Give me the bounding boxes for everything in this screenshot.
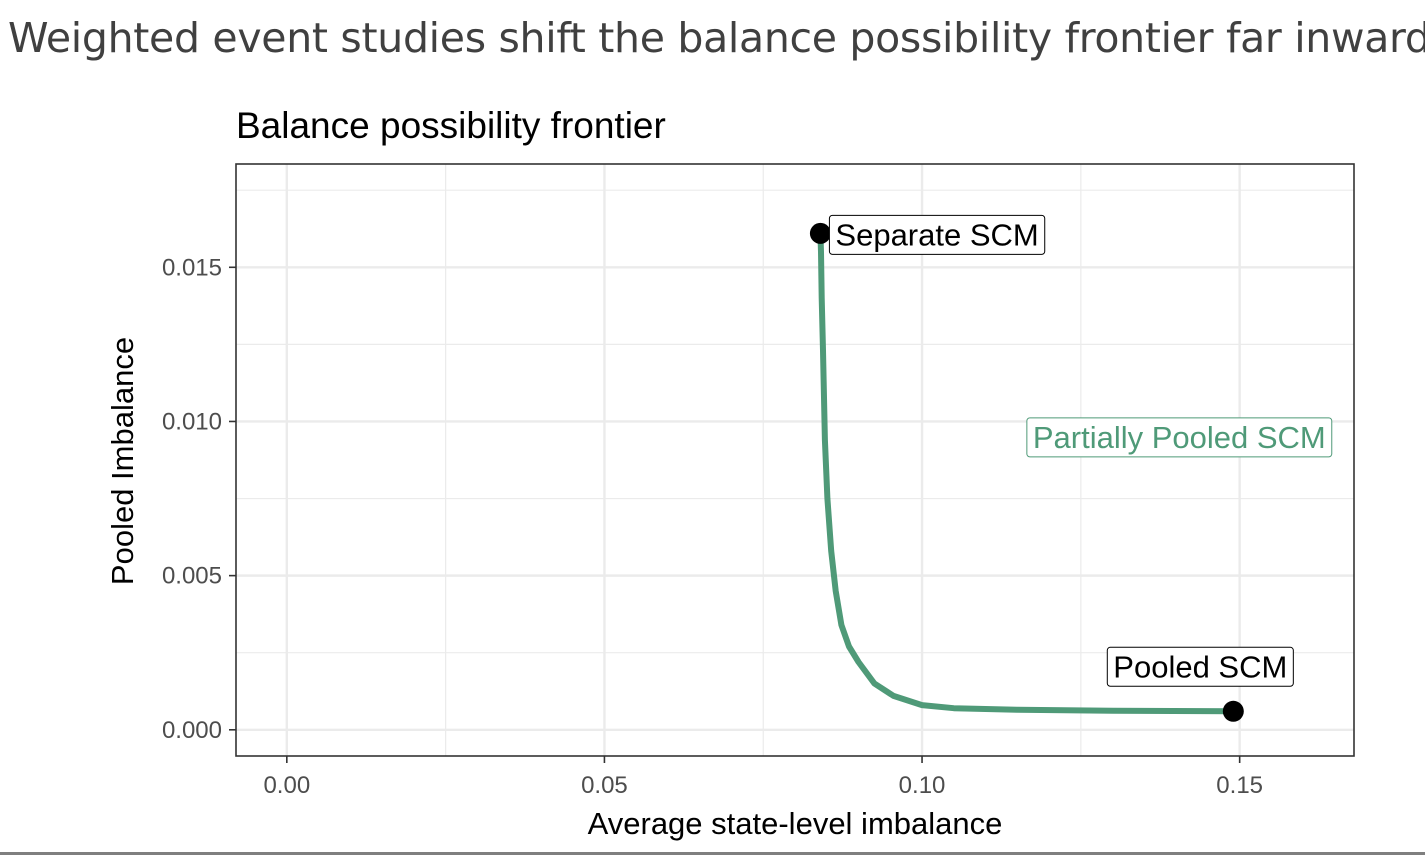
x-tick-label: 0.10 <box>899 772 946 799</box>
point-pooled-scm <box>1222 700 1244 722</box>
point-separate-scm <box>809 222 831 244</box>
point-label: Separate SCM <box>835 217 1038 252</box>
grid-lines <box>236 164 1354 756</box>
point-label: Pooled SCM <box>1113 649 1287 684</box>
annotation-label: Partially Pooled SCM <box>1033 420 1326 455</box>
frontier-line <box>817 230 1237 715</box>
marks-layer: Separate SCM Pooled SCM Partially Pooled S… <box>809 214 1333 722</box>
y-tick-label: 0.005 <box>162 563 222 590</box>
y-tick-label: 0.015 <box>162 254 222 281</box>
x-tick-label: 0.15 <box>1216 772 1263 799</box>
point-label-box <box>1106 646 1294 687</box>
x-axis-label: Average state-level imbalance <box>588 806 1003 841</box>
chart-title: Balance possibility frontier <box>236 105 666 146</box>
y-tick-label: 0.000 <box>162 717 222 744</box>
y-axis-label: Pooled Imbalance <box>105 337 140 585</box>
bottom-divider <box>0 852 1425 855</box>
axes-layer: 0.00 0.05 0.10 0.15 0.000 0.005 0.010 0.015 <box>162 163 1355 799</box>
series-layer <box>817 230 1237 715</box>
x-tick-label: 0.05 <box>581 772 628 799</box>
x-tick-label: 0.00 <box>263 772 310 799</box>
slide-title: Weighted event studies shift the balance… <box>8 14 1425 62</box>
y-tick-label: 0.010 <box>162 408 222 435</box>
point-label-box <box>828 214 1046 255</box>
panel-border <box>235 163 1355 757</box>
annotation-box <box>1026 417 1333 458</box>
